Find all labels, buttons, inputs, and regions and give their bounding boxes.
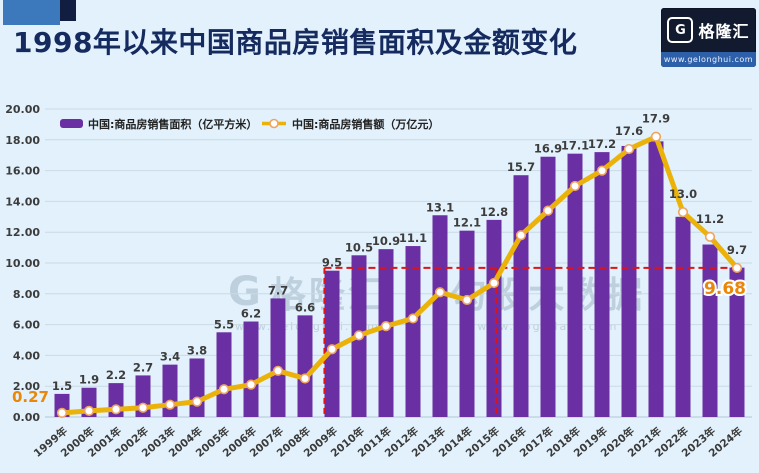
gelonghui-logo: G 格隆汇 www.gelonghui.com [661, 8, 756, 67]
svg-text:8.00: 8.00 [13, 288, 40, 301]
gelonghui-logo-name: 格隆汇 [698, 22, 750, 41]
svg-text:2.00: 2.00 [13, 380, 40, 393]
gelonghui-logo-top: G 格隆汇 [661, 8, 756, 52]
svg-text:9.68: 9.68 [704, 279, 746, 299]
svg-text:5.5: 5.5 [214, 317, 234, 331]
svg-text:1.9: 1.9 [79, 373, 99, 387]
svg-text:中国:商品房销售额（万亿元）: 中国:商品房销售额（万亿元） [292, 117, 439, 131]
svg-text:0.00: 0.00 [13, 411, 40, 424]
svg-text:9.5: 9.5 [322, 256, 342, 270]
gelonghui-logo-url: www.gelonghui.com [661, 52, 756, 67]
combo-chart: 0.00 2.00 4.00 6.00 8.00 10.00 12.00 14.00 16.00… [5, 103, 752, 460]
svg-text:13.0: 13.0 [669, 187, 697, 201]
svg-text:20.00: 20.00 [5, 103, 40, 116]
svg-text:12.00: 12.00 [5, 226, 40, 239]
svg-text:16.9: 16.9 [534, 142, 562, 156]
svg-text:12.8: 12.8 [480, 205, 508, 219]
svg-text:3.4: 3.4 [160, 350, 180, 364]
svg-text:16.00: 16.00 [5, 165, 40, 178]
svg-text:2.7: 2.7 [133, 360, 153, 374]
svg-text:2.2: 2.2 [106, 368, 126, 382]
page-title: 1998年以来中国商品房销售面积及金额变化 [13, 26, 578, 59]
svg-text:9.7: 9.7 [727, 243, 747, 257]
svg-text:10.5: 10.5 [345, 240, 373, 254]
svg-text:7.7: 7.7 [268, 283, 288, 297]
svg-text:17.6: 17.6 [615, 124, 643, 138]
svg-text:11.2: 11.2 [696, 212, 724, 226]
svg-text:0.27: 0.27 [12, 388, 49, 406]
svg-text:1.5: 1.5 [52, 379, 72, 393]
svg-text:10.9: 10.9 [372, 234, 400, 248]
svg-text:6.2: 6.2 [241, 307, 261, 321]
svg-text:3.8: 3.8 [187, 343, 207, 357]
header-decor-blue-block [3, 0, 60, 25]
svg-text:14.00: 14.00 [5, 195, 40, 208]
svg-text:6.00: 6.00 [13, 319, 40, 332]
svg-text:17.9: 17.9 [642, 112, 670, 126]
svg-text:11.1: 11.1 [399, 231, 427, 245]
svg-text:17.2: 17.2 [588, 137, 616, 151]
svg-text:10.00: 10.00 [5, 257, 40, 270]
svg-text:15.7: 15.7 [507, 160, 535, 174]
svg-text:6.6: 6.6 [295, 300, 315, 314]
svg-text:18.00: 18.00 [5, 134, 40, 147]
header-decor-navy-block [60, 0, 76, 21]
gelonghui-g-icon: G [667, 17, 694, 43]
svg-text:13.1: 13.1 [426, 200, 454, 214]
svg-text:17.1: 17.1 [561, 139, 589, 153]
svg-text:4.00: 4.00 [13, 349, 40, 362]
svg-text:12.1: 12.1 [453, 216, 481, 230]
svg-text:中国:商品房销售面积（亿平方米）: 中国:商品房销售面积（亿平方米） [88, 117, 257, 131]
